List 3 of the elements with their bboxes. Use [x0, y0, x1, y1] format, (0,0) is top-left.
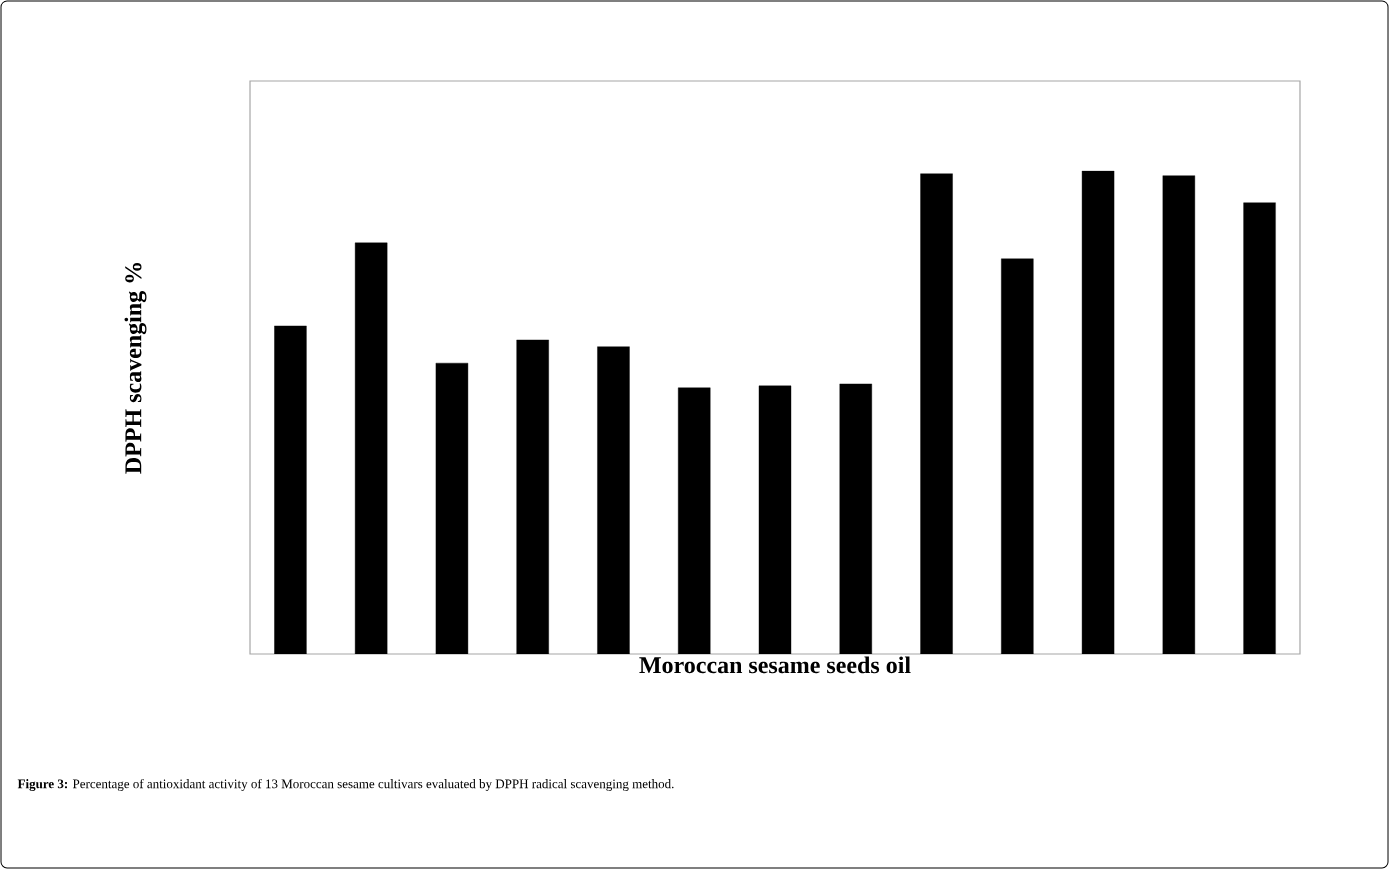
text: Figure 3: Percentage of antioxidant activity of 13 Moroccan sesame cultivars evaluated by DPPH radical scavenging method.: [17, 778, 674, 791]
x-axis-title: Moroccan sesame seeds oil: [639, 656, 911, 674]
y-axis-title: DPPH scavenging %: [124, 263, 147, 474]
